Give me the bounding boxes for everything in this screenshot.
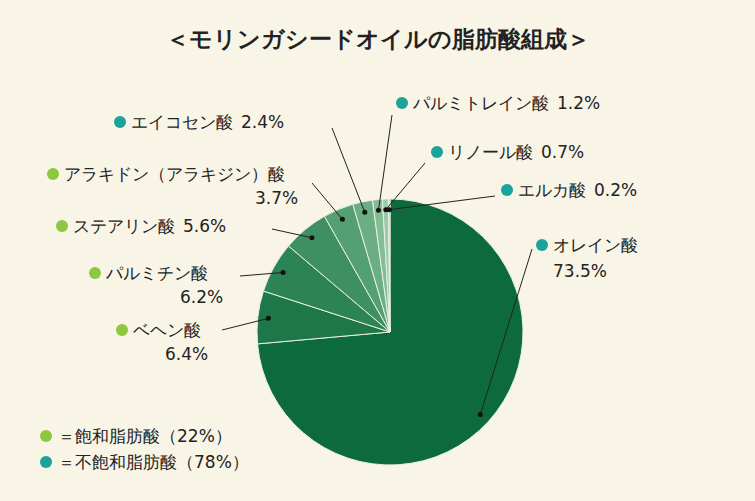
svg-text:パルミトレイン酸1.2%: パルミトレイン酸1.2% (412, 93, 600, 113)
html-text:＝飽和脂肪酸（22%）: ＝飽和脂肪酸（22%） (58, 425, 232, 446)
html-text:＝不飽和脂肪酸（78%）: ＝不飽和脂肪酸（78%） (58, 451, 249, 472)
svg-text:6.4%: 6.4% (165, 344, 208, 364)
svg-text:リノール酸0.7%: リノール酸0.7% (448, 142, 584, 162)
svg-text:ステアリン酸5.6%: ステアリン酸5.6% (73, 216, 226, 236)
html-text:＜モリンガシードオイルの脂肪酸組成＞: ＜モリンガシードオイルの脂肪酸組成＞ (165, 26, 590, 52)
svg-text:ベヘン酸: ベヘン酸 (133, 320, 201, 340)
svg-text:3.7%: 3.7% (255, 188, 298, 208)
svg-text:エイコセン酸2.4%: エイコセン酸2.4% (131, 112, 284, 132)
svg-text:6.2%: 6.2% (180, 287, 223, 307)
svg-text:オレイン酸: オレイン酸 (553, 235, 638, 255)
svg-text:73.5%: 73.5% (553, 261, 607, 281)
svg-text:パルミチン酸: パルミチン酸 (105, 263, 208, 283)
svg-text:アラキドン（アラキジン）酸: アラキドン（アラキジン）酸 (64, 164, 285, 184)
svg-text:エルカ酸0.2%: エルカ酸0.2% (518, 180, 637, 200)
